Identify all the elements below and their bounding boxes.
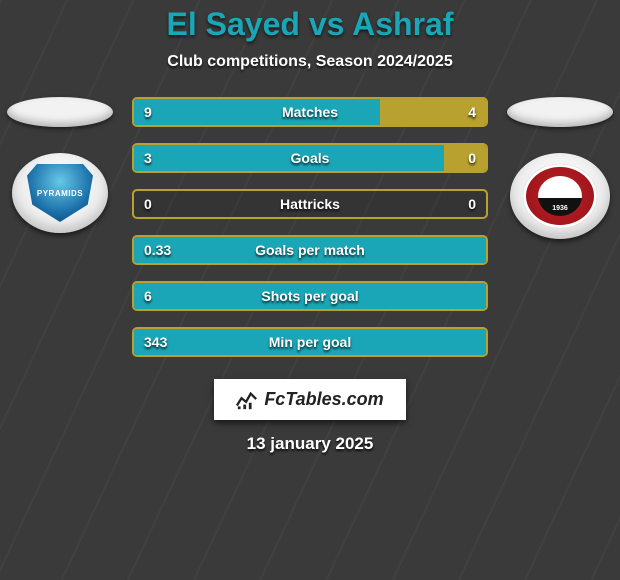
stat-label: Shots per goal — [261, 288, 358, 304]
stat-value-right: 0 — [468, 150, 476, 166]
stat-fill-left — [134, 99, 380, 125]
stat-label: Matches — [282, 104, 338, 120]
date-text: 13 january 2025 — [247, 434, 374, 454]
brand-icon — [236, 390, 258, 410]
stat-label: Goals per match — [255, 242, 365, 258]
stat-row: 9 Matches 4 — [132, 97, 488, 127]
stat-value-right: 4 — [468, 104, 476, 120]
left-club-badge: PYRAMIDS — [12, 153, 108, 233]
brand-text: FcTables.com — [264, 389, 383, 410]
stat-row: 0 Hattricks 0 — [132, 189, 488, 219]
left-player-column: PYRAMIDS — [6, 97, 114, 233]
stat-bars: 9 Matches 4 3 Goals 0 0 Hattricks 0 0.33 Goals per… — [132, 97, 488, 357]
stat-value-left: 6 — [144, 288, 152, 304]
stat-row: 6 Shots per goal — [132, 281, 488, 311]
stat-label: Goals — [291, 150, 330, 166]
stat-value-left: 3 — [144, 150, 152, 166]
right-club-label: 1936 — [552, 205, 568, 216]
right-club-badge: 1936 — [510, 153, 610, 239]
stat-value-left: 0 — [144, 196, 152, 212]
stat-row: 3 Goals 0 — [132, 143, 488, 173]
stat-fill-right — [444, 145, 486, 171]
subtitle: Club competitions, Season 2024/2025 — [0, 53, 620, 71]
right-flag — [507, 97, 613, 127]
stat-row: 343 Min per goal — [132, 327, 488, 357]
stat-value-left: 9 — [144, 104, 152, 120]
stat-label: Hattricks — [280, 196, 340, 212]
brand-badge: FcTables.com — [214, 379, 405, 420]
page-title: El Sayed vs Ashraf — [0, 6, 620, 43]
comparison-panel: PYRAMIDS 9 Matches 4 3 Goals 0 0 Hattricks 0 0.33… — [0, 97, 620, 357]
stat-value-left: 343 — [144, 334, 167, 350]
left-club-label: PYRAMIDS — [37, 189, 83, 198]
left-flag — [7, 97, 113, 127]
stat-value-left: 0.33 — [144, 242, 171, 258]
stat-row: 0.33 Goals per match — [132, 235, 488, 265]
stat-fill-left — [134, 145, 444, 171]
stat-label: Min per goal — [269, 334, 351, 350]
right-player-column: 1936 — [506, 97, 614, 239]
stat-value-right: 0 — [468, 196, 476, 212]
